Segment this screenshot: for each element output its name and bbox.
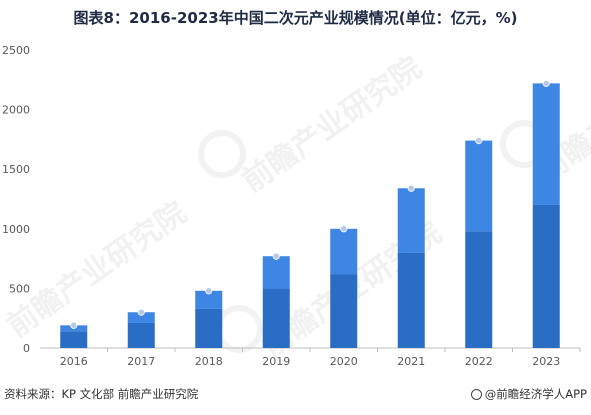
bar-segment-upper [330, 228, 358, 275]
x-tick-label: 2017 [127, 355, 155, 368]
bar-segment-lower [127, 322, 155, 348]
bar-segment-lower [330, 274, 358, 348]
x-tick-label: 2023 [532, 355, 560, 368]
bar-segment-lower [532, 204, 560, 348]
source-text: 资料来源：KP 文化部 前瞻产业研究院 [4, 387, 199, 401]
footer: 资料来源：KP 文化部 前瞻产业研究院 @前瞻经济学人APP [4, 385, 587, 403]
bar-segment-upper [397, 188, 425, 253]
total-marker [272, 252, 280, 260]
brand-logo-icon [470, 388, 482, 400]
bar-segment-upper [532, 83, 560, 205]
bar-segment-upper [465, 140, 493, 232]
total-marker [542, 79, 550, 87]
x-tick-label: 2020 [330, 355, 358, 368]
x-tick-label: 2022 [465, 355, 493, 368]
y-tick-label: 1000 [2, 223, 30, 236]
total-marker [340, 225, 348, 233]
bar-segment-lower [465, 231, 493, 348]
total-marker [70, 321, 78, 329]
y-tick-label: 0 [23, 342, 30, 355]
x-tick-label: 2019 [262, 355, 290, 368]
bar-segment-lower [262, 288, 290, 348]
total-marker [407, 184, 415, 192]
bar-segment-upper [195, 290, 223, 309]
y-tick-label: 500 [9, 282, 30, 295]
bar-segment-upper [262, 256, 290, 289]
total-marker [205, 287, 213, 295]
x-tick-label: 2018 [195, 355, 223, 368]
y-tick-label: 1500 [2, 163, 30, 176]
total-marker [137, 308, 145, 316]
x-tick-label: 2016 [60, 355, 88, 368]
total-marker [475, 136, 483, 145]
bar-segment-upper [127, 312, 155, 323]
bar-segment-lower [397, 252, 425, 348]
chart-title: 图表8：2016-2023年中国二次元产业规模情况(单位：亿元，%) [73, 9, 518, 27]
bar-chart: 0 500 1000 1500 2000 2500 2016 2017 2018 2019 2020… [2, 44, 581, 368]
brand: @前瞻经济学人APP [470, 386, 587, 402]
x-tick-label: 2021 [397, 355, 425, 368]
y-tick-label: 2500 [2, 44, 30, 57]
bar-segment-lower [195, 308, 223, 348]
brand-text: @前瞻经济学人APP [484, 387, 587, 401]
y-tick-label: 2000 [2, 104, 30, 117]
bar-segment-lower [60, 331, 88, 348]
